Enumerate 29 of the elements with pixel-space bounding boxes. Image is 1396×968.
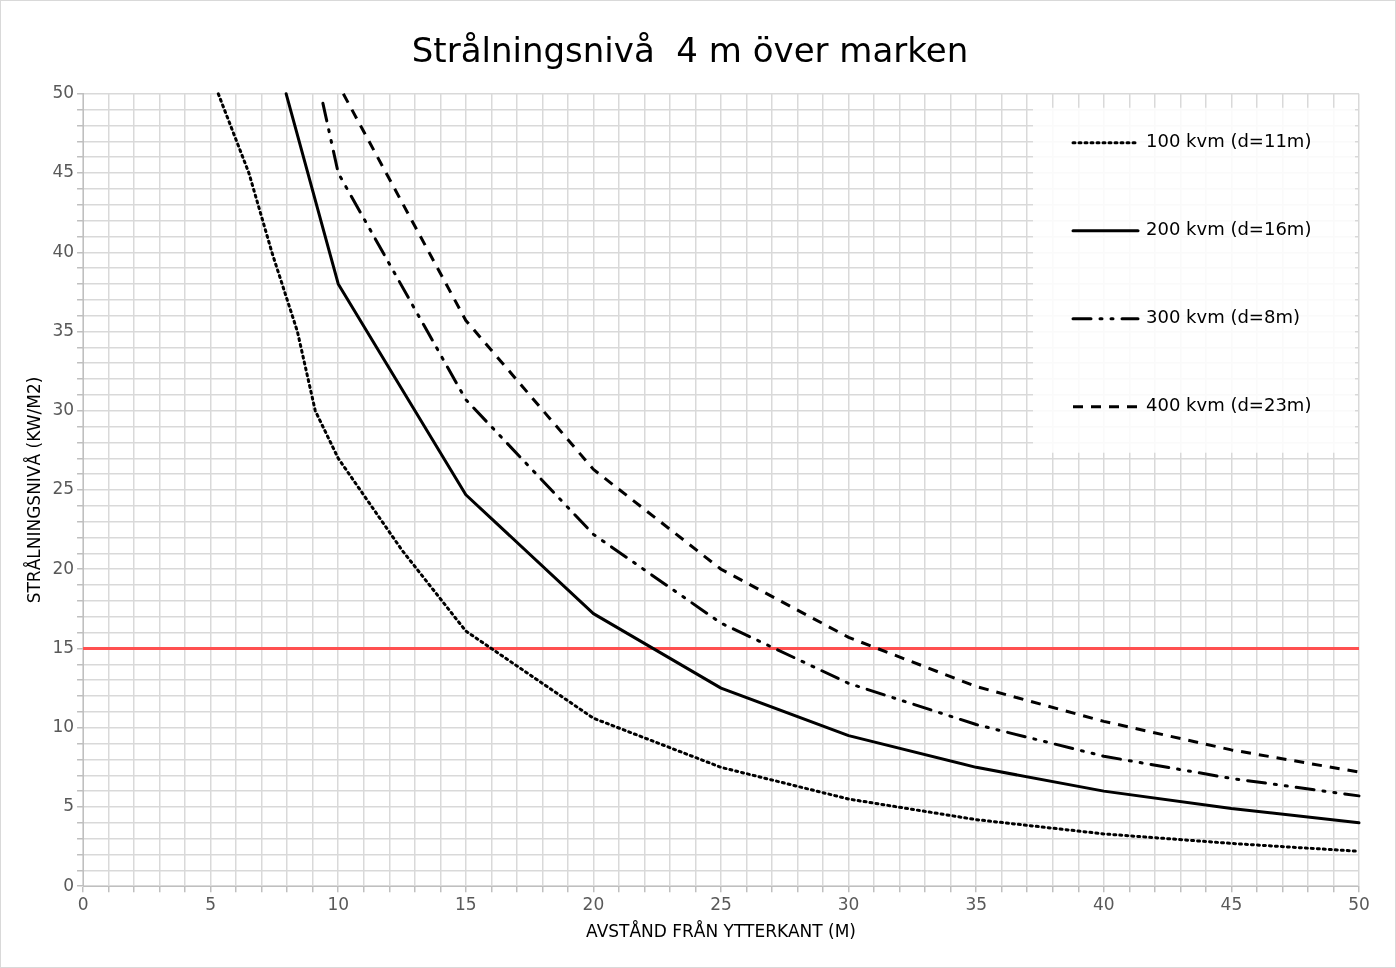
y-tick-label: 50: [52, 82, 75, 103]
y-tick-label: 45: [52, 161, 75, 182]
legend-label: 200 kvm (d=16m): [1146, 218, 1312, 240]
legend-label: 400 kvm (d=23m): [1146, 394, 1312, 416]
x-axis-title: AVSTÅND FRÅN YTTERKANT (M): [586, 920, 856, 942]
y-tick-label: 25: [52, 478, 75, 499]
x-tick-label: 20: [582, 893, 605, 914]
chart-title: Strålningsnivå 4 m över marken: [411, 30, 969, 71]
x-tick-label: 0: [77, 893, 89, 914]
x-tick-label: 30: [837, 893, 860, 914]
legend-label: 100 kvm (d=11m): [1146, 130, 1312, 152]
x-tick-label: 25: [710, 893, 732, 914]
y-tick-label: 20: [52, 557, 75, 578]
y-tick-label: 40: [52, 240, 75, 261]
x-tick-label: 5: [205, 893, 217, 914]
x-tick-label: 10: [327, 893, 350, 914]
y-axis-title: STRÅLNINGSNIVÅ (KW/M2): [22, 376, 44, 604]
y-tick-label: 0: [63, 874, 75, 895]
legend-label: 300 kvm (d=8m): [1146, 306, 1300, 328]
x-tick-label: 45: [1220, 893, 1243, 914]
y-tick-label: 5: [63, 795, 75, 816]
x-tick-label: 40: [1092, 893, 1115, 914]
y-tick-label: 15: [52, 636, 75, 657]
x-tick-label: 15: [455, 893, 477, 914]
x-tick-label: 50: [1348, 893, 1370, 914]
y-tick-label: 35: [52, 319, 75, 340]
x-tick-label: 35: [965, 893, 988, 914]
y-tick-label: 30: [52, 399, 75, 420]
y-tick-label: 10: [52, 716, 75, 737]
